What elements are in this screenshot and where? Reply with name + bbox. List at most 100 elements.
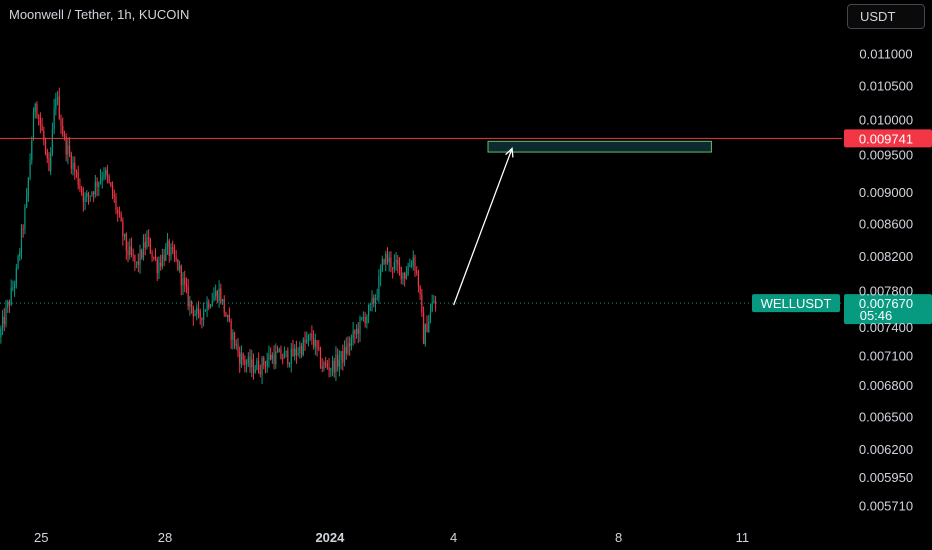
candle-body — [297, 353, 299, 355]
candle-body — [422, 311, 425, 344]
candle-body — [172, 247, 174, 250]
candle-body — [270, 354, 272, 360]
candle-body — [299, 346, 301, 354]
candle-body — [361, 317, 363, 319]
candle-body — [122, 221, 124, 237]
candle-body — [175, 256, 177, 260]
candle-body — [419, 286, 421, 295]
candle-body — [182, 277, 184, 286]
candle-body — [367, 304, 370, 317]
candle-body — [410, 265, 413, 267]
candle-body — [103, 174, 105, 178]
candle-body — [24, 207, 26, 229]
last-price-label: 0.007670 — [859, 296, 913, 311]
candle-body — [307, 335, 310, 340]
candle-body — [10, 287, 12, 305]
candle-body — [56, 96, 59, 99]
candle-body — [416, 270, 418, 273]
candle-body — [326, 364, 328, 368]
candle-body — [247, 356, 249, 364]
candle-body — [141, 249, 143, 258]
candle-body — [225, 312, 227, 317]
x-tick-label: 25 — [34, 530, 48, 545]
candle-body — [87, 193, 90, 196]
candle-body — [287, 350, 289, 365]
candle-body — [373, 297, 375, 304]
candle-body — [240, 353, 243, 365]
candle-body — [127, 250, 129, 255]
candle-body — [123, 233, 126, 237]
currency-button[interactable]: USDT — [847, 4, 925, 29]
candle-body — [41, 124, 43, 131]
y-tick-label: 0.010500 — [859, 79, 913, 94]
candle-body — [428, 321, 430, 333]
candle-body — [46, 150, 48, 158]
x-tick-label: 2024 — [315, 530, 345, 545]
candle-body — [244, 359, 246, 365]
candle-body — [216, 291, 218, 302]
candle-body — [178, 265, 181, 270]
candle-body — [14, 284, 16, 288]
candle-body — [20, 228, 23, 252]
candle-body — [163, 254, 165, 261]
candle-body — [271, 354, 273, 360]
candle-body — [113, 195, 115, 198]
candle-body — [342, 351, 344, 363]
target-box — [487, 140, 712, 153]
candle-body — [215, 291, 217, 297]
candle-body — [319, 348, 322, 367]
candle-body — [352, 330, 354, 339]
candle-body — [17, 256, 19, 269]
candle-body — [70, 154, 72, 169]
candle-body — [397, 260, 399, 265]
candle-body — [309, 334, 311, 336]
candle-body — [232, 332, 234, 340]
candle-body — [84, 197, 86, 202]
candle-body — [209, 305, 212, 308]
y-tick-label: 0.009000 — [859, 185, 913, 200]
y-tick-label: 0.007400 — [859, 320, 913, 335]
candle-body — [383, 259, 385, 265]
candle-body — [316, 340, 318, 348]
candle-body — [349, 343, 351, 347]
candle-body — [276, 351, 279, 353]
chart-title: Moonwell / Tether, 1h, KUCOIN — [9, 7, 190, 22]
candle-body — [390, 257, 392, 268]
candle-body — [7, 301, 9, 308]
candle-body — [194, 314, 196, 316]
candle-body — [96, 181, 98, 187]
candle-body — [280, 349, 282, 359]
candle-body — [221, 298, 224, 303]
candle-body — [258, 360, 260, 373]
candle-body — [338, 359, 340, 367]
candle-body — [295, 348, 298, 355]
candle-body — [392, 267, 394, 269]
candle-body — [29, 160, 31, 178]
candle-body — [144, 242, 146, 248]
candle-body — [321, 366, 323, 369]
candle-body — [404, 272, 406, 279]
candle-body — [77, 172, 79, 186]
candle-body — [414, 257, 416, 271]
y-tick-label: 0.010000 — [859, 112, 913, 127]
candle-body — [12, 287, 14, 289]
candle-body — [252, 359, 255, 373]
y-tick-label: 0.008200 — [859, 249, 913, 264]
candle-body — [331, 360, 334, 370]
x-tick-label: 4 — [450, 530, 457, 545]
y-tick-label: 0.006200 — [859, 442, 913, 457]
candle-body — [311, 334, 313, 339]
candle-body — [213, 296, 215, 302]
candle-body — [426, 324, 428, 333]
candle-body — [93, 192, 95, 195]
candle-body — [38, 116, 40, 118]
candle-body — [220, 288, 222, 303]
candle-body — [371, 297, 373, 304]
candle-body — [235, 344, 237, 346]
candle-body — [254, 369, 256, 373]
candle-body — [185, 283, 188, 287]
candle-body — [32, 111, 35, 141]
candle-body — [129, 246, 131, 255]
y-tick-label: 0.008600 — [859, 216, 913, 231]
